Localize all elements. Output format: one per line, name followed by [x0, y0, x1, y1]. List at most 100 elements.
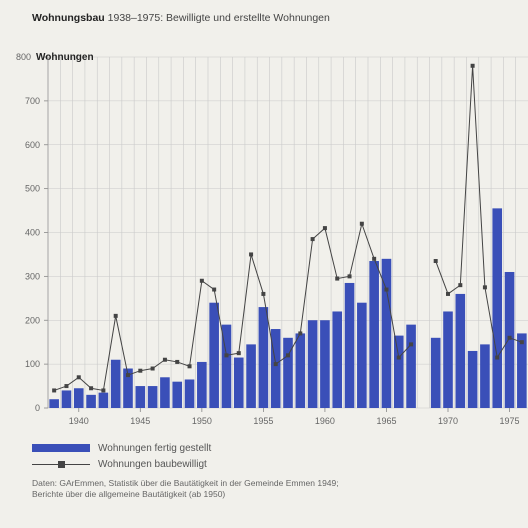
chart-title-bold: Wohnungsbau — [32, 12, 105, 24]
permit-point-1967 — [409, 342, 414, 347]
permit-point-1942 — [101, 388, 106, 393]
x-tick-label: 1970 — [438, 416, 458, 426]
bar-1944 — [123, 368, 133, 408]
legend-swatch-bar — [32, 444, 90, 452]
y-tick-label: 0 — [35, 403, 40, 413]
source-line-2: Berichte über die allgemeine Bautätigkei… — [32, 489, 226, 499]
permit-point-1976 — [519, 340, 524, 345]
permit-point-1950 — [199, 278, 204, 283]
bar-1947 — [160, 377, 170, 408]
bar-1970 — [443, 311, 453, 408]
x-tick-label: 1965 — [376, 416, 396, 426]
permit-point-1973 — [482, 285, 487, 290]
bar-1959 — [307, 320, 318, 408]
permit-point-1960 — [322, 226, 327, 231]
bar-1940 — [73, 388, 84, 408]
y-tick-label: 300 — [25, 271, 40, 281]
y-tick-label: 800 — [16, 52, 31, 62]
permit-point-1952 — [224, 353, 229, 358]
bar-1966 — [393, 335, 404, 408]
x-tick-label: 1940 — [69, 416, 89, 426]
bar-1950 — [197, 361, 207, 408]
bar-1967 — [406, 324, 416, 408]
permit-point-1963 — [359, 221, 364, 226]
permit-point-1965 — [384, 287, 389, 292]
permit-point-1969 — [433, 259, 438, 264]
bar-1972 — [467, 350, 478, 408]
y-unit-label: Wohnungen — [36, 52, 94, 63]
bar-1973 — [480, 344, 490, 408]
bar-1948 — [172, 381, 183, 408]
legend-label-approved: Wohnungen baubewilligt — [98, 458, 207, 470]
y-tick-label: 500 — [25, 184, 40, 194]
legend: Wohnungen fertig gestellt Wohnungen baub… — [32, 440, 211, 472]
bar-1971 — [455, 293, 466, 408]
x-tick-label: 1975 — [500, 416, 520, 426]
permit-point-1961 — [335, 276, 340, 281]
permit-point-1954 — [249, 252, 254, 257]
x-tick-label: 1955 — [253, 416, 273, 426]
legend-label-completed: Wohnungen fertig gestellt — [98, 442, 212, 454]
y-tick-label: 200 — [25, 315, 40, 325]
bar-1949 — [184, 379, 195, 408]
bar-1939 — [61, 390, 72, 408]
bar-1943 — [110, 359, 121, 408]
permit-point-1972 — [470, 63, 475, 68]
bar-1975 — [504, 271, 515, 408]
bar-1954 — [246, 344, 256, 408]
bar-1951 — [209, 302, 219, 408]
permit-point-1953 — [236, 351, 241, 356]
bar-1962 — [344, 282, 355, 408]
bar-1955 — [258, 307, 269, 408]
bar-1941 — [86, 394, 96, 408]
x-tick-label: 1960 — [315, 416, 335, 426]
bar-1952 — [221, 324, 232, 408]
permit-point-1975 — [507, 335, 512, 340]
bar-1946 — [147, 386, 158, 408]
permit-point-1958 — [298, 331, 303, 336]
y-tick-label: 600 — [25, 140, 40, 150]
permit-point-1964 — [372, 256, 377, 261]
permit-point-1944 — [126, 373, 130, 378]
bar-1956 — [270, 329, 281, 408]
bar-1960 — [320, 320, 330, 408]
bar-1964 — [369, 261, 379, 408]
permit-point-1939 — [64, 384, 69, 389]
y-tick-label: 700 — [25, 96, 40, 106]
bar-1938 — [49, 399, 59, 408]
source-line-1: Daten: GArEmmen, Statistik über die Baut… — [32, 478, 339, 488]
permit-point-1970 — [446, 291, 450, 296]
permit-point-1959 — [310, 237, 315, 242]
permit-point-1938 — [52, 388, 57, 393]
permit-line-segment — [435, 65, 523, 359]
permit-point-1951 — [212, 287, 217, 292]
x-tick-label: 1950 — [192, 416, 212, 426]
permit-point-1955 — [261, 291, 266, 296]
chart-title: Wohnungsbau 1938–1975: Bewilligte und er… — [32, 12, 330, 24]
bar-1976 — [517, 333, 527, 408]
chart-title-rest: 1938–1975: Bewilligte und erstellte Wohn… — [107, 12, 330, 24]
source-note: Daten: GArEmmen, Statistik über die Baut… — [32, 478, 502, 500]
bar-1961 — [332, 311, 343, 408]
legend-item-completed: Wohnungen fertig gestellt — [32, 440, 211, 456]
permit-point-1946 — [150, 366, 155, 371]
legend-item-approved: Wohnungen baubewilligt — [32, 456, 211, 472]
permit-point-1962 — [347, 274, 352, 279]
permit-point-1940 — [76, 375, 81, 380]
bar-1969 — [430, 337, 441, 408]
bar-1953 — [233, 357, 244, 408]
legend-swatch-line — [32, 460, 90, 468]
bars — [49, 208, 527, 408]
x-tick-label: 1945 — [130, 416, 150, 426]
bar-1958 — [295, 333, 306, 408]
permit-point-1948 — [175, 359, 180, 364]
permit-line — [52, 63, 524, 393]
permit-point-1949 — [187, 364, 192, 369]
bar-1957 — [283, 337, 293, 408]
permit-point-1941 — [89, 386, 94, 391]
bar-1942 — [98, 392, 109, 408]
permit-point-1947 — [162, 357, 167, 362]
bar-1963 — [357, 302, 367, 408]
permit-point-1971 — [458, 283, 463, 288]
